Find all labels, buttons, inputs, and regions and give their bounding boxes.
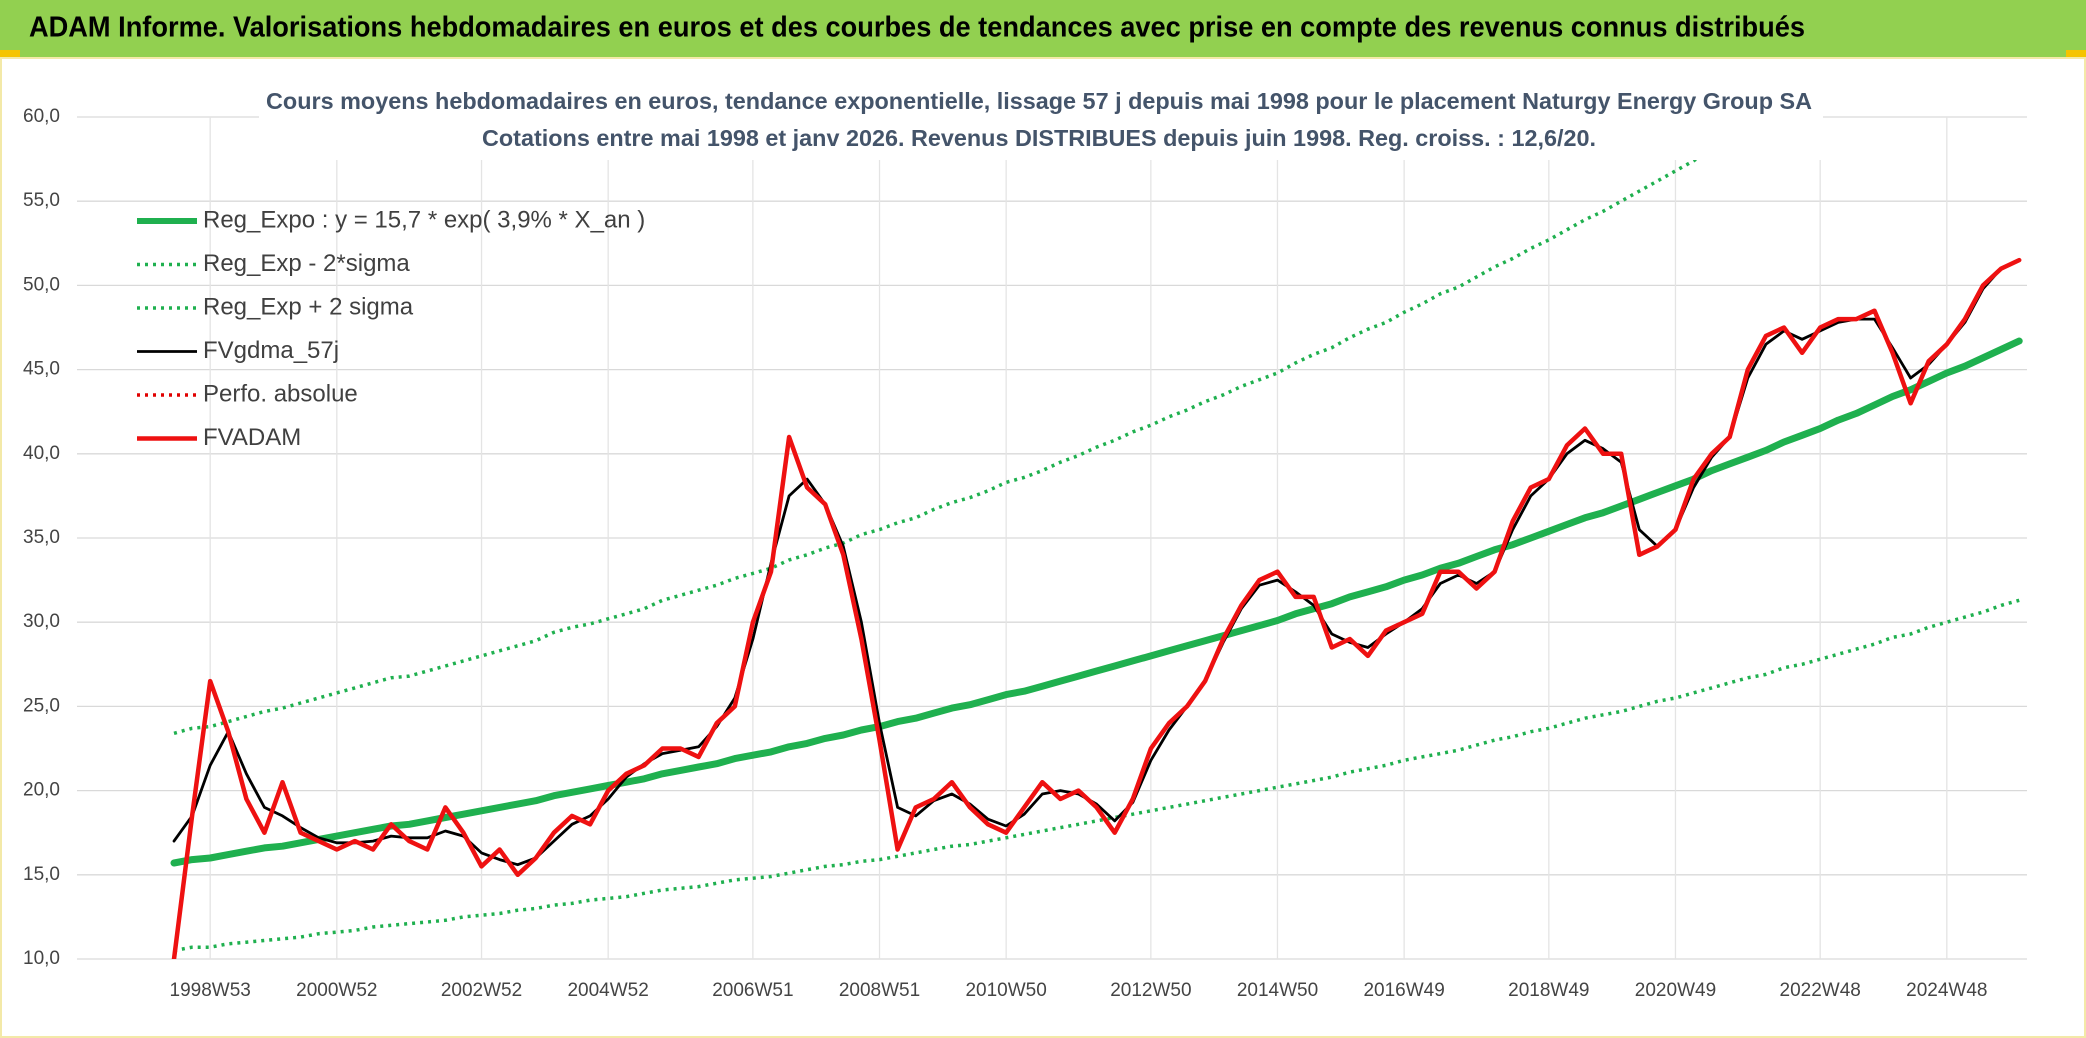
- x-tick-label: 2024W48: [1906, 980, 1987, 1001]
- y-tick-label: 35,0: [23, 527, 60, 548]
- x-tick-label: 2022W48: [1780, 980, 1861, 1001]
- x-tick-label: 2014W50: [1237, 980, 1318, 1001]
- corner: [2066, 50, 2086, 58]
- y-tick-label: 50,0: [23, 274, 60, 295]
- series-line: [171, 257, 2022, 959]
- plot: 10,0 15,0 20,0 25,0 30,0 35,0 40,0 45,0 50,0 55,0…: [23, 106, 2027, 1001]
- series-group: [170, 117, 2023, 959]
- x-tick-label: 2012W50: [1110, 980, 1191, 1001]
- chart-subtitle: Cotations entre mai 1998 et janv 2026. R…: [482, 125, 1596, 151]
- x-tick-label: 2018W49: [1508, 980, 1589, 1001]
- x-tick-label: 2008W51: [839, 980, 920, 1001]
- legend-label: FVgdma_57j: [203, 337, 339, 364]
- y-tick-label: 30,0: [23, 611, 60, 632]
- legend-label: Reg_Exp + 2 sigma: [203, 293, 414, 320]
- y-tick-label: 40,0: [23, 443, 60, 464]
- x-tick-label: 2004W52: [567, 980, 648, 1001]
- header-title: ADAM Informe. Valorisations hebdomadaire…: [29, 12, 1805, 44]
- x-tick-label: 2016W49: [1363, 980, 1444, 1001]
- y-tick-label: 25,0: [23, 695, 60, 716]
- series-line: [173, 598, 2020, 953]
- y-tick-label: 60,0: [23, 106, 60, 127]
- x-tick-label: 2020W49: [1635, 980, 1716, 1001]
- y-tick-label: 20,0: [23, 780, 60, 801]
- legend-label: FVADAM: [203, 424, 301, 451]
- frame: [0, 57, 2086, 1038]
- y-tick-label: 45,0: [23, 359, 60, 380]
- legend: Reg_Expo : y = 15,7 * exp( 3,9% * X_an )…: [137, 206, 645, 451]
- chart-title: Cours moyens hebdomadaires en euros, ten…: [266, 88, 1812, 114]
- x-tick-label: 2010W50: [965, 980, 1046, 1001]
- series-line: [170, 337, 2023, 867]
- title-box: [259, 82, 1823, 160]
- header-bar: [0, 0, 2086, 58]
- x-tick-label: 1998W53: [170, 980, 251, 1001]
- corner: [0, 50, 20, 58]
- legend-label: Reg_Expo : y = 15,7 * exp( 3,9% * X_an ): [203, 206, 645, 233]
- y-tick-label: 15,0: [23, 864, 60, 885]
- legend-label: Perfo. absolue: [203, 380, 358, 407]
- x-tick-label: 2006W51: [712, 980, 793, 1001]
- legend-label: Reg_Exp - 2*sigma: [203, 250, 410, 277]
- series-line: [173, 117, 1772, 735]
- y-tick-label: 55,0: [23, 190, 60, 211]
- x-tick-label: 2002W52: [441, 980, 522, 1001]
- x-tick-label: 2000W52: [296, 980, 377, 1001]
- y-tick-label: 10,0: [23, 948, 60, 969]
